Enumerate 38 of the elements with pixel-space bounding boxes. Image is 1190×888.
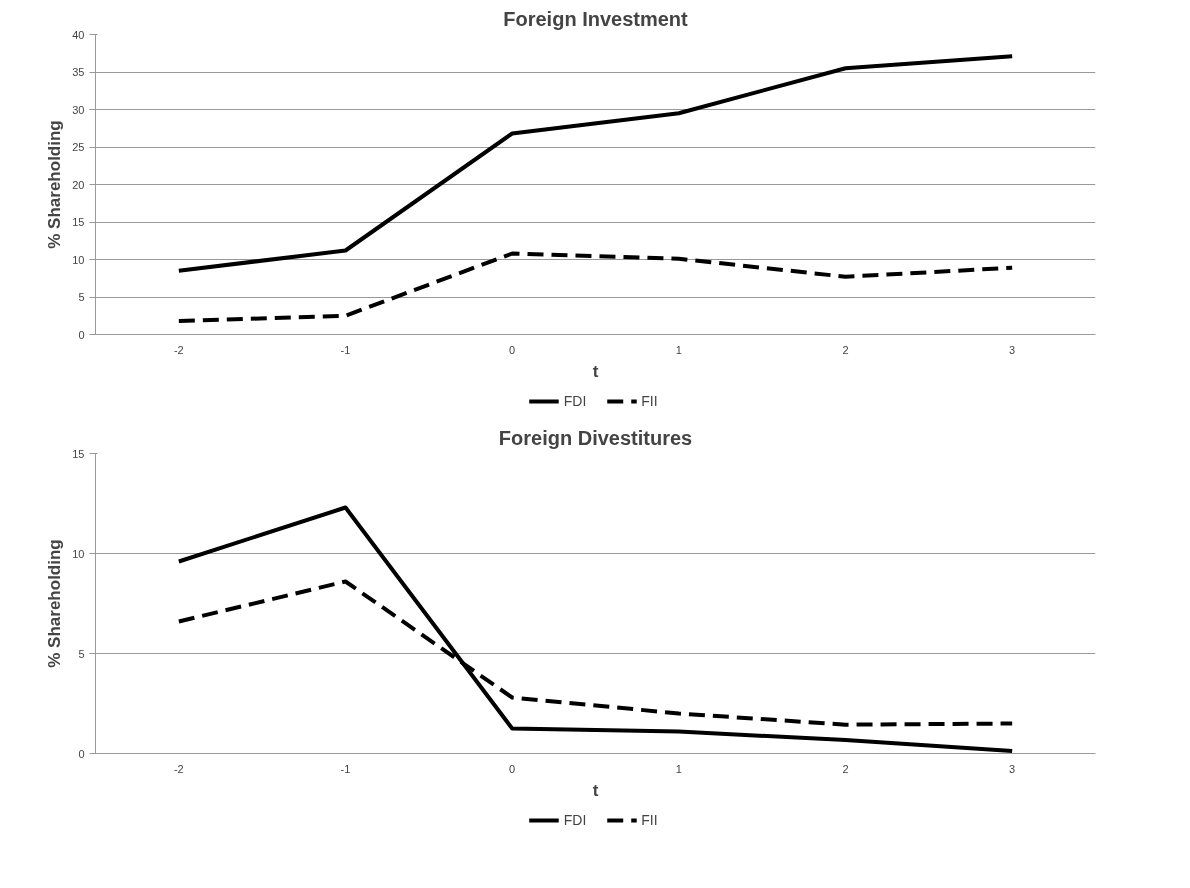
y-tick-label: 20 bbox=[72, 178, 85, 191]
line-series bbox=[176, 505, 1015, 753]
x-tick-label: -1 bbox=[340, 762, 351, 775]
y-tick-label: 0 bbox=[78, 328, 85, 341]
chart-title: Foreign Investment bbox=[503, 7, 689, 30]
y-tick-label: 10 bbox=[72, 547, 85, 560]
y-tick-label: 35 bbox=[72, 66, 85, 78]
x-tick-label: 1 bbox=[675, 762, 682, 775]
y-tick-label: 10 bbox=[72, 253, 85, 266]
legend-label: FDI bbox=[563, 812, 587, 828]
x-axis-title: t bbox=[592, 780, 599, 800]
y-axis-title: % Shareholding bbox=[45, 539, 65, 668]
x-tick-label: 0 bbox=[509, 343, 516, 356]
x-tick-label: -2 bbox=[173, 343, 184, 356]
x-tick-label: -1 bbox=[340, 343, 351, 356]
legend-label: FDI bbox=[563, 393, 587, 409]
x-axis-title: t bbox=[592, 361, 599, 381]
y-tick-label: 25 bbox=[72, 141, 85, 153]
y-tick-label: 15 bbox=[72, 447, 85, 460]
y-axis-title: % Shareholding bbox=[45, 120, 65, 249]
x-tick-label: 1 bbox=[675, 343, 682, 356]
y-tick-label: 30 bbox=[72, 103, 85, 116]
legend-label: FII bbox=[641, 812, 659, 828]
y-tick-label: 5 bbox=[78, 291, 85, 303]
x-tick-label: 3 bbox=[1009, 762, 1016, 775]
x-tick-label: 2 bbox=[842, 343, 849, 356]
y-tick-label: 40 bbox=[72, 28, 85, 41]
line-series bbox=[176, 54, 1015, 273]
x-tick-label: 2 bbox=[842, 762, 849, 775]
x-tick-label: 0 bbox=[509, 762, 516, 775]
y-tick-label: 0 bbox=[78, 747, 85, 760]
chart-title: Foreign Divestitures bbox=[498, 426, 693, 449]
x-tick-label: -2 bbox=[173, 762, 184, 775]
y-tick-label: 5 bbox=[78, 647, 85, 660]
legend-label: FII bbox=[641, 393, 659, 409]
y-tick-label: 15 bbox=[72, 216, 85, 228]
x-tick-label: 3 bbox=[1009, 343, 1016, 356]
line-series bbox=[176, 251, 1015, 323]
